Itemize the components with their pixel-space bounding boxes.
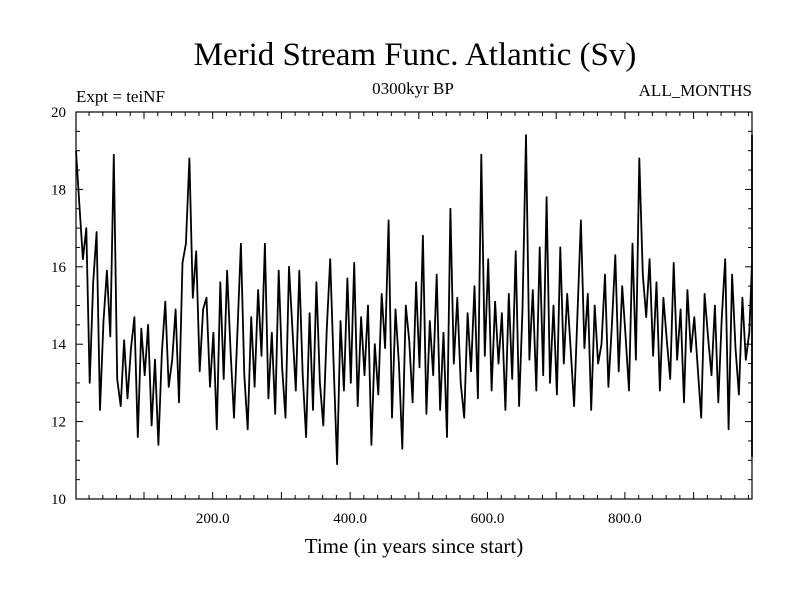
chart-subtitle-center: 0300kyr BP: [372, 79, 454, 98]
chart-subtitle-right: ALL_MONTHS: [639, 81, 752, 100]
y-tick-label: 20: [51, 105, 66, 121]
series-line: [75, 134, 753, 466]
chart-subtitle-left: Expt = teiNF: [76, 87, 165, 106]
x-axis-label: Time (in years since start): [305, 534, 524, 558]
y-tick-label: 16: [51, 260, 67, 276]
x-tick-label: 800.0: [608, 511, 642, 527]
chart-title: Merid Stream Func. Atlantic (Sv): [194, 37, 637, 73]
x-tick-label: 600.0: [471, 511, 505, 527]
y-tick-label: 18: [51, 182, 66, 198]
y-tick-label: 12: [51, 415, 66, 431]
y-tick-label: 10: [51, 492, 66, 508]
x-tick-label: 400.0: [333, 511, 367, 527]
x-tick-label: 200.0: [196, 511, 230, 527]
x-axis: 200.0 400.0 600.0 800.0: [88, 112, 750, 527]
y-tick-label: 14: [51, 337, 67, 353]
